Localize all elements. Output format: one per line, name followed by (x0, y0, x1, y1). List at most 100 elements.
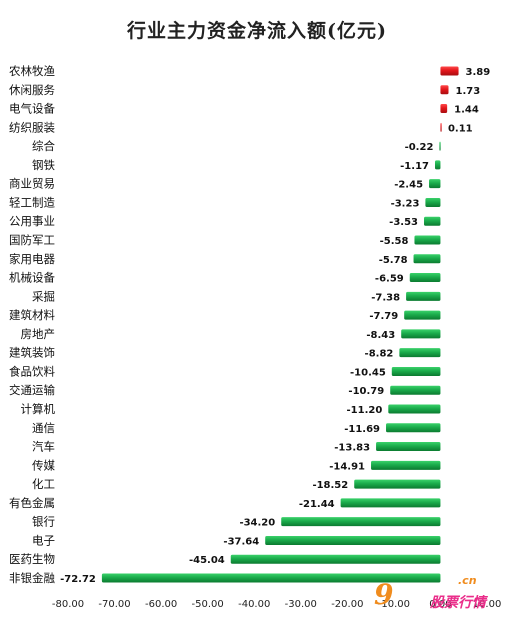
category-label: 家用电器 (9, 252, 55, 266)
x-tick-label: -80.00 (52, 599, 84, 610)
value-label: -10.45 (350, 367, 386, 378)
category-label: 建筑材料 (9, 308, 55, 322)
value-label: -7.79 (369, 311, 398, 322)
bars-group (101, 66, 459, 583)
value-label: -10.79 (348, 386, 384, 397)
category-label: 休闲服务 (9, 83, 55, 97)
bar-12 (409, 273, 441, 283)
value-label: -3.23 (391, 198, 420, 209)
bar-21 (376, 442, 441, 452)
value-label: -8.82 (365, 349, 394, 360)
value-label: -37.64 (223, 536, 259, 547)
x-axis-ticks: -80.00 -70.00 -60.00 -50.00 -40.00 -30.00 -20.… (52, 599, 501, 610)
category-label: 计算机 (21, 402, 56, 416)
category-label: 非银金融 (9, 571, 55, 585)
category-label: 农林牧渔 (9, 64, 55, 78)
value-label: -72.72 (60, 574, 96, 585)
category-label: 建筑装饰 (9, 346, 55, 360)
value-label: -18.52 (312, 480, 348, 491)
value-label: -14.91 (329, 461, 365, 472)
bar-14 (404, 310, 441, 320)
category-label: 纺织服装 (9, 120, 55, 134)
bar-26 (265, 535, 441, 545)
value-label: -1.17 (400, 161, 429, 172)
category-label: 国防军工 (9, 233, 55, 247)
bar-15 (401, 329, 441, 339)
value-label: -13.83 (334, 443, 370, 454)
value-label: -11.20 (347, 405, 383, 416)
bar-16 (399, 348, 441, 358)
bar-19 (388, 404, 441, 414)
x-tick-label: 0.00 (429, 599, 451, 610)
category-label: 电气设备 (9, 102, 55, 116)
bar-6 (434, 160, 441, 170)
bar-17 (391, 366, 441, 376)
bar-9 (424, 216, 441, 226)
value-label: -11.69 (344, 424, 380, 435)
value-label: 0.11 (448, 123, 473, 134)
value-label: -21.44 (299, 499, 335, 510)
category-label: 通信 (32, 421, 55, 435)
x-tick-label: -40.00 (238, 599, 270, 610)
category-label: 钢铁 (32, 158, 55, 172)
category-label: 医药生物 (9, 552, 55, 566)
bar-4 (440, 122, 442, 132)
value-label: -6.59 (375, 274, 404, 285)
bar-28 (101, 573, 441, 583)
value-label: 3.89 (466, 67, 491, 78)
watermark-domain: .cn (458, 574, 477, 587)
category-label: 化工 (32, 477, 55, 491)
x-tick-label: -10.00 (378, 599, 410, 610)
value-label: -45.04 (189, 555, 225, 566)
value-label: -7.38 (371, 292, 400, 303)
value-label: -34.20 (239, 518, 275, 529)
category-label: 综合 (32, 139, 55, 153)
value-label: -8.43 (366, 330, 395, 341)
x-tick-label: -70.00 (98, 599, 130, 610)
bar-8 (425, 197, 441, 207)
bar-25 (281, 517, 441, 527)
category-label: 公用事业 (9, 214, 55, 228)
category-label: 有色金属 (9, 496, 55, 510)
category-label: 商业贸易 (9, 177, 55, 191)
bar-24 (340, 498, 441, 508)
value-label: 1.73 (455, 86, 480, 97)
value-labels: 3.89 1.73 1.44 0.11 -0.22 -1.17 -2.45 -3.23 -3.5… (60, 67, 490, 585)
category-label: 房地产 (21, 327, 56, 341)
x-tick-label: -50.00 (192, 599, 224, 610)
bar-2 (440, 85, 449, 95)
category-label: 食品饮料 (9, 364, 55, 378)
category-label: 轻工制造 (9, 195, 55, 209)
category-label: 机械设备 (9, 271, 55, 285)
bar-27 (230, 554, 441, 564)
bar-3 (440, 104, 448, 114)
category-label: 传媒 (32, 458, 55, 472)
category-labels: 农林牧渔休闲服务电气设备纺织服装综合钢铁商业贸易轻工制造公用事业国防军工家用电器… (9, 64, 55, 585)
x-tick-label: -60.00 (145, 599, 177, 610)
bar-10 (414, 235, 441, 245)
watermark-logo: 9 (374, 578, 394, 611)
category-label: 电子 (32, 533, 55, 547)
bar-11 (413, 254, 441, 264)
bar-7 (429, 179, 441, 189)
x-tick-label: -20.00 (331, 599, 363, 610)
x-tick-label: -30.00 (285, 599, 317, 610)
bar-23 (354, 479, 441, 489)
category-label: 采掘 (32, 289, 55, 303)
bar-18 (390, 385, 441, 395)
bar-20 (386, 423, 441, 433)
bar-22 (371, 460, 441, 470)
value-label: -3.53 (389, 217, 418, 228)
bar-5 (439, 141, 441, 151)
bar-13 (406, 291, 441, 301)
value-label: -2.45 (394, 180, 423, 191)
value-label: -5.58 (380, 236, 409, 247)
category-label: 汽车 (32, 440, 55, 454)
category-label: 银行 (32, 515, 55, 529)
value-label: -5.78 (379, 255, 408, 266)
category-label: 交通运输 (9, 383, 55, 397)
bar-1 (440, 66, 459, 76)
value-label: 1.44 (454, 105, 479, 116)
chart-title: 行业主力资金净流入额(亿元) (127, 20, 387, 42)
